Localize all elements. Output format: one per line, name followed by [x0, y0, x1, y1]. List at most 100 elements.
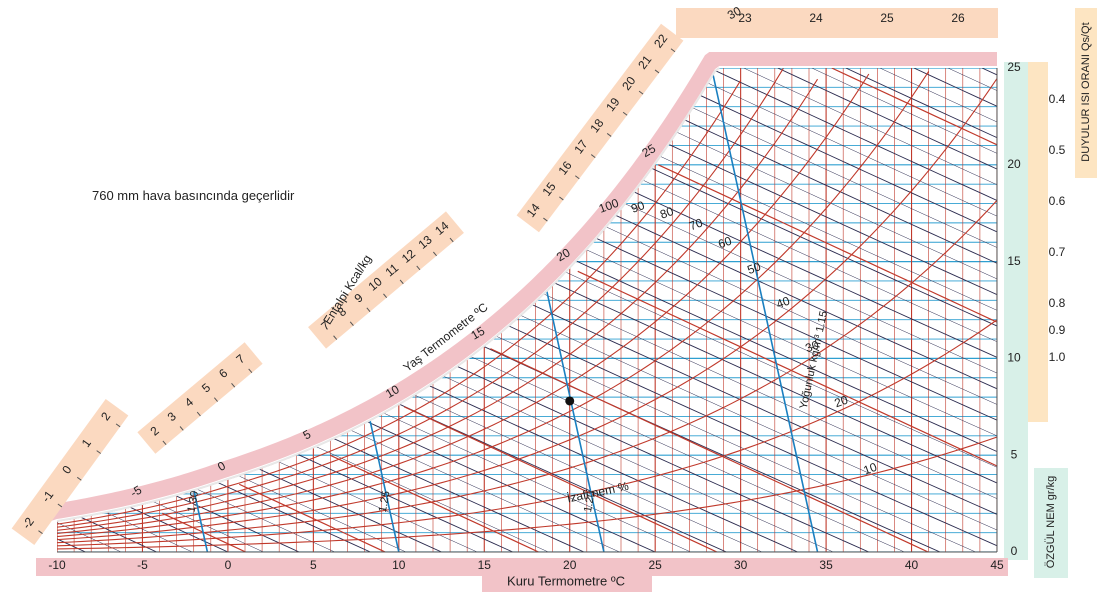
enthalpy-tick	[96, 450, 102, 454]
clipped-grid	[0, 68, 997, 552]
enthalpy-tick	[590, 154, 596, 158]
wet-bulb-line	[577, 270, 997, 552]
enthalpy-line	[505, 68, 997, 552]
moisture-title-band	[1034, 468, 1068, 578]
enthalpy-tick	[559, 196, 564, 201]
enthalpy-line	[57, 68, 300, 552]
enthalpy-line	[743, 68, 997, 552]
shr-axis-label: DUYULUR ISI ORANI Qs/Qt	[1080, 22, 1092, 161]
enthalpy-line	[57, 68, 442, 552]
wet-bulb-label: 20	[554, 245, 573, 264]
enthalpy-line	[539, 68, 997, 552]
rh-label: 50	[745, 259, 763, 277]
dry-bulb-title-band	[482, 574, 652, 592]
rh-label: 60	[716, 234, 734, 252]
enthalpy-tick	[38, 530, 43, 535]
x-tick-label: 40	[905, 558, 919, 572]
enthalpy-tick	[349, 321, 354, 326]
enthalpy-line	[607, 68, 997, 552]
x-tick-label: 30	[734, 558, 748, 572]
volume-axis-label: Yoğunluk kg/m³ 1.15	[798, 310, 831, 410]
enthalpy-tick	[179, 426, 184, 431]
enthalpy-scale-strip	[308, 211, 464, 349]
enthalpy-tick	[366, 307, 371, 312]
enthalpy-line	[573, 68, 997, 552]
x-tick-label: 0	[225, 558, 232, 572]
rh-label: 80	[658, 204, 676, 222]
x-tick-label: 25	[649, 558, 663, 572]
wet-bulb-line	[490, 348, 929, 552]
state-point	[565, 396, 575, 406]
x-tick-label: -5	[137, 558, 148, 572]
enthalpy-line	[777, 68, 997, 552]
enthalpy-tick	[638, 90, 644, 95]
enthalpy-line	[0, 68, 14, 552]
y-tick-label: 20	[1007, 157, 1021, 171]
enthalpy-tick	[416, 265, 421, 271]
y-axis-label: ÖZGÜL NEM gr/kg	[1045, 476, 1057, 569]
rh-curve	[57, 73, 870, 534]
enthalpy-scale-top	[676, 8, 998, 38]
rh-curve	[57, 436, 997, 550]
enthalpy-tick	[399, 279, 404, 285]
enthalpy-tick	[248, 368, 253, 374]
y-tick-label: 5	[1011, 447, 1018, 461]
enthalpy-tick	[543, 217, 548, 222]
enthalpy-line	[57, 68, 549, 552]
rh-curve	[57, 80, 742, 525]
enthalpy-tick	[606, 133, 612, 137]
y-tick-label: 10	[1007, 351, 1021, 365]
saturation-band	[45, 52, 997, 524]
shr-tick-label: 1.0	[1049, 350, 1066, 364]
shr-tick-label: 0.5	[1049, 143, 1066, 157]
wet-bulb-line	[657, 164, 997, 552]
enthalpy-tick-label: 23	[738, 11, 752, 25]
rh-curve	[57, 78, 819, 531]
enthalpy-scale-strip	[11, 399, 129, 545]
enthalpy-line	[335, 68, 997, 552]
rh-curve	[57, 319, 997, 547]
x-tick-label: 15	[478, 558, 492, 572]
shr-tick-label: 0.9	[1049, 323, 1066, 337]
enthalpy-tick	[333, 335, 338, 340]
enthalpy-tick	[622, 111, 628, 116]
x-tick-label: 45	[990, 558, 1004, 572]
enthalpy-scale-strip	[137, 342, 263, 454]
wet-bulb-line	[329, 454, 539, 552]
enthalpy-line	[811, 68, 997, 552]
enthalpy-line	[57, 68, 478, 552]
volume-label: 1.25	[377, 490, 393, 513]
rh-label: 40	[774, 293, 792, 311]
wet-bulb-label: 10	[383, 382, 402, 401]
enthalpy-scale-strip	[516, 23, 684, 233]
dry-bulb-band	[36, 558, 1008, 576]
enthalpy-tick	[449, 237, 454, 243]
shr-tick-label: 0.4	[1049, 92, 1066, 106]
enthalpy-line	[164, 68, 997, 552]
enthalpy-tick	[76, 476, 82, 481]
enthalpy-tick	[654, 69, 660, 74]
y-tick-label: 15	[1007, 254, 1021, 268]
enthalpy-tick-label: 26	[951, 11, 965, 25]
x-tick-label: 5	[310, 558, 317, 572]
x-tick-label: 35	[819, 558, 833, 572]
y-tick-label: 25	[1007, 60, 1021, 74]
enthalpy-line	[675, 68, 997, 552]
wet-bulb-label: 30	[725, 3, 744, 22]
rh-label: 10	[862, 460, 880, 478]
rh-curve	[57, 71, 930, 538]
volume-line	[710, 68, 819, 552]
enthalpy-line	[57, 68, 193, 552]
wet-bulb-line	[403, 406, 718, 552]
enthalpy-tick	[115, 423, 121, 428]
enthalpy-line	[641, 68, 997, 552]
enthalpy-line	[57, 68, 585, 552]
enthalpy-tick-label: 25	[880, 11, 894, 25]
x-axis-label: Kuru Termometre ºC	[507, 573, 625, 588]
enthalpy-line	[57, 68, 513, 552]
